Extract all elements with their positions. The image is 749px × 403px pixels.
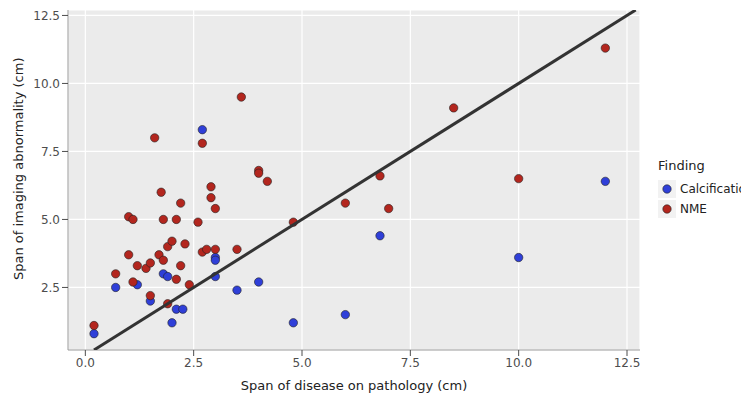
svg-text:Span of disease on pathology (: Span of disease on pathology (cm) [241, 378, 467, 393]
svg-text:2.5: 2.5 [41, 281, 60, 295]
svg-text:12.5: 12.5 [614, 356, 641, 370]
svg-text:Span of imaging abnormality (c: Span of imaging abnormality (cm) [11, 58, 26, 281]
svg-text:12.5: 12.5 [33, 9, 60, 23]
html-text:NME: NME [680, 202, 707, 216]
svg-text:5.0: 5.0 [41, 213, 60, 227]
svg-text:7.5: 7.5 [41, 145, 60, 159]
html-text:Finding: Finding [658, 158, 705, 173]
svg-text:0.0: 0.0 [76, 356, 95, 370]
svg-text:10.0: 10.0 [33, 77, 60, 91]
svg-text:5.0: 5.0 [292, 356, 311, 370]
svg-text:10.0: 10.0 [505, 356, 532, 370]
svg-text:2.5: 2.5 [184, 356, 203, 370]
svg-text:7.5: 7.5 [401, 356, 420, 370]
